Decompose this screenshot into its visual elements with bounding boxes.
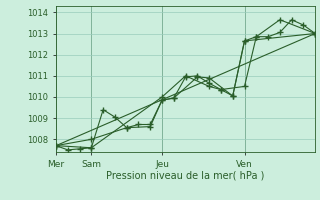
X-axis label: Pression niveau de la mer( hPa ): Pression niveau de la mer( hPa ) <box>107 170 265 180</box>
